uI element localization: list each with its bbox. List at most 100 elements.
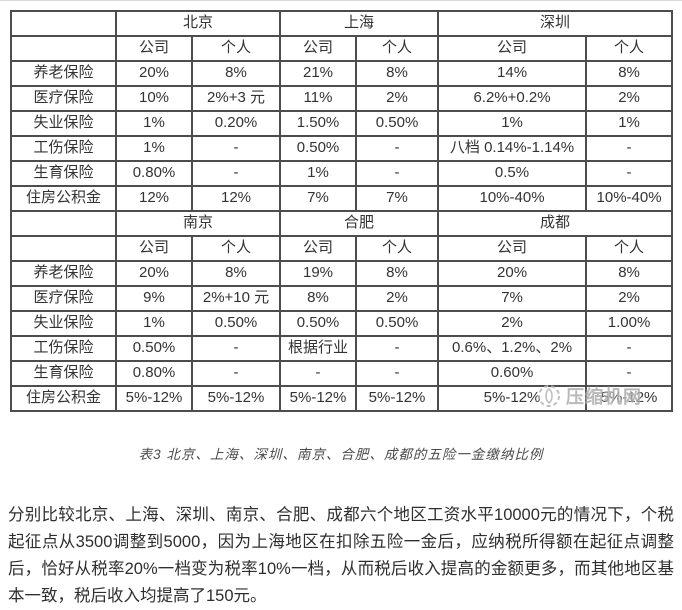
city-header-cell: 深圳 <box>437 10 674 37</box>
table-row: 医疗保险 9% 2%+10 元 8% 2% 7% 2% <box>10 285 674 312</box>
value-cell: 7% <box>355 185 440 212</box>
table-row: 养老保险 20% 8% 21% 8% 14% 8% <box>10 60 674 87</box>
value-cell: 0.50% <box>279 135 358 162</box>
subheader-row: 公司 个人 公司 个人 公司 个人 <box>10 35 674 62</box>
value-cell: 1% <box>585 110 674 137</box>
table-row: 工伤保险 1% -0.50% - 八档 0.14%-1.14% - <box>10 135 674 162</box>
value-cell: 8% <box>190 60 282 87</box>
value-cell: 0.50% <box>279 310 358 337</box>
top-divider <box>0 0 682 1</box>
city-header-cell: 北京 <box>114 10 282 37</box>
value-cell: 0.50% <box>355 310 440 337</box>
row-label-cell: 失业保险 <box>10 310 117 337</box>
value-cell: 12% <box>190 185 282 212</box>
value-cell: - <box>190 335 282 362</box>
value-cell: 1% <box>279 160 358 187</box>
value-cell: 2% <box>437 310 588 337</box>
table-row: 医疗保险 10% 2%+3 元 11% 2% 6.2%+0.2% 2% <box>10 85 674 112</box>
table-row: 失业保险 1% 0.50% 0.50% 0.50% 2% 1.00% <box>10 310 674 337</box>
value-cell: 5%-12% <box>190 385 282 412</box>
row-label-cell: 住房公积金 <box>10 185 117 212</box>
city-header-row: 北京 上海 深圳 <box>10 10 674 37</box>
city-header-cell: 上海 <box>279 10 440 37</box>
subheader-cell: 公司 <box>437 35 588 62</box>
value-cell: 10%-40% <box>585 185 674 212</box>
value-cell: - <box>585 335 674 362</box>
row-label-cell: 生育保险 <box>10 360 117 387</box>
value-cell: 11% <box>279 85 358 112</box>
subheader-cell: 公司 <box>115 235 193 262</box>
value-cell: 0.60% <box>437 360 588 387</box>
value-cell: 8% <box>190 260 282 287</box>
value-cell: 2% <box>585 85 674 112</box>
value-cell: - <box>355 360 440 387</box>
value-cell: - <box>585 360 674 387</box>
subheader-cell: 公司 <box>279 35 358 62</box>
value-cell: - <box>355 160 440 187</box>
value-cell: 八档 0.14%-1.14% <box>437 135 588 162</box>
value-cell: 0.6%、1.2%、2% <box>437 335 588 362</box>
value-cell: 8% <box>279 285 358 312</box>
row-label-cell: 失业保险 <box>10 110 117 137</box>
city-header-cell: 成都 <box>437 210 674 237</box>
subheader-cell: 个人 <box>190 235 282 262</box>
row-label-cell: 养老保险 <box>10 60 117 87</box>
value-cell: 0.50% <box>115 335 193 362</box>
subheader-cell: 个人 <box>190 35 282 62</box>
value-cell: 2%+10 元 <box>190 285 282 312</box>
value-cell: - <box>190 135 282 162</box>
value-cell: 0.50% <box>190 310 282 337</box>
value-cell: 2%+3 元 <box>190 85 282 112</box>
city-header-cell: 合肥 <box>279 210 440 237</box>
value-cell: 1% <box>115 110 193 137</box>
value-cell: - <box>355 335 440 362</box>
subheader-cell: 公司 <box>115 35 193 62</box>
value-cell: 1% <box>115 135 193 162</box>
value-cell: 9% <box>115 285 193 312</box>
analysis-paragraph: 分别比较北京、上海、深圳、南京、合肥、成都六个地区工资水平10000元的情况下，… <box>8 505 674 605</box>
corner-cell <box>10 35 117 62</box>
insurance-table-body: 北京 上海 深圳 公司 个人 公司 个人 公司 个人 养老保险 20% 8% 21% 8% 14% 8% 医疗保… <box>10 10 674 412</box>
value-cell: 5%-12% <box>279 385 358 412</box>
table-row: 住房公积金 12% 12% 7% 7% 10%-40% 10%-40% <box>10 185 674 212</box>
value-cell: - <box>190 160 282 187</box>
value-cell: 7% <box>279 185 358 212</box>
subheader-cell: 个人 <box>585 35 674 62</box>
city-header-row: 南京 合肥 成都 <box>10 210 674 237</box>
value-cell: 20% <box>115 60 193 87</box>
value-cell: 1% <box>115 310 193 337</box>
city-header-cell: 南京 <box>114 210 282 237</box>
table-row: 住房公积金 5%-12% 5%-12% 5%-12% 5%-12% 5%-12% 5%-12… <box>10 385 674 412</box>
value-cell: 0.5% <box>437 160 588 187</box>
corner-cell <box>10 10 117 37</box>
value-cell: 2% <box>355 285 440 312</box>
value-cell: 5%-12% <box>437 385 588 412</box>
value-cell: 0.80% <box>115 360 193 387</box>
value-cell: - <box>279 360 358 387</box>
value-cell: 7% <box>437 285 588 312</box>
value-cell: 8% <box>355 260 440 287</box>
value-cell: - <box>190 360 282 387</box>
table-caption: 表3 北京、上海、深圳、南京、合肥、成都的五险一金缴纳比例 <box>138 447 544 462</box>
table-row: 养老保险 20% 8% 19% 8% 20% 8% <box>10 260 674 287</box>
row-label-cell: 工伤保险 <box>10 135 117 162</box>
value-cell: 6.2%+0.2% <box>437 85 588 112</box>
value-cell: 8% <box>585 260 674 287</box>
value-cell: 根据行业 <box>279 335 358 362</box>
row-label-cell: 养老保险 <box>10 260 117 287</box>
subheader-cell: 公司 <box>279 235 358 262</box>
corner-cell <box>10 235 117 262</box>
table-row: 生育保险 0.80% - - -0.60% - <box>10 360 674 387</box>
subheader-cell: 公司 <box>437 235 588 262</box>
subheader-row: 公司 个人 公司 个人 公司 个人 <box>10 235 674 262</box>
insurance-table-wrap: 北京 上海 深圳 公司 个人 公司 个人 公司 个人 养老保险 20% 8% 21% 8% 14% 8% 医疗保… <box>10 10 674 412</box>
value-cell: 12% <box>115 185 193 212</box>
value-cell: 19% <box>279 260 358 287</box>
row-label-cell: 工伤保险 <box>10 335 117 362</box>
value-cell: 2% <box>585 285 674 312</box>
corner-cell <box>10 210 117 237</box>
value-cell: 2% <box>355 85 440 112</box>
subheader-cell: 个人 <box>355 235 440 262</box>
value-cell: 10% <box>115 85 193 112</box>
insurance-rates-table: 北京 上海 深圳 公司 个人 公司 个人 公司 个人 养老保险 20% 8% 21% 8% 14% 8% 医疗保… <box>10 10 674 412</box>
